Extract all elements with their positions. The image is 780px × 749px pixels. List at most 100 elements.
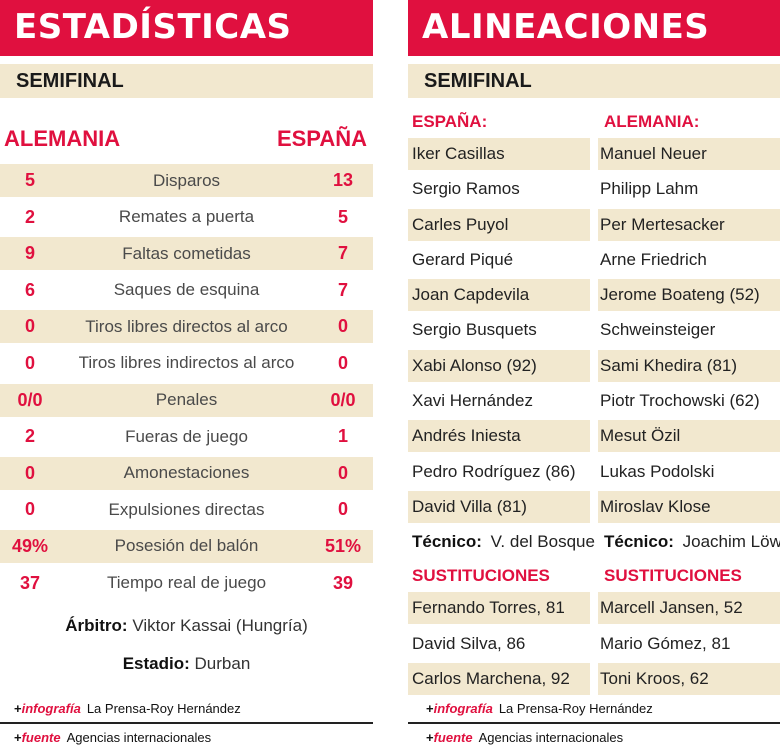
stat-label: Remates a puerta [118, 207, 255, 227]
spain-player: Sergio Ramos [412, 179, 520, 199]
germany-player: Mesut Özil [598, 420, 780, 453]
stat-row: 2 Fueras de juego 1 [0, 420, 373, 453]
stat-left-value: 6 [24, 279, 35, 300]
player-row: Joan Capdevila Jerome Boateng (52) [408, 279, 780, 312]
stat-row: 0 Amonestaciones 0 [0, 456, 373, 490]
stat-left-value: 37 [19, 572, 41, 593]
sub-row: David Silva, 86 Mario Gómez, 81 [408, 628, 780, 660]
germany-player: Sami Khedira (81) [598, 349, 780, 382]
stat-label: Disparos [152, 170, 221, 190]
germany-player: Arne Friedrich [600, 249, 707, 269]
stat-right-value: 39 [332, 572, 354, 593]
stat-row: 0 Tiros libres indirectos al arco 0 [0, 347, 373, 380]
spain-player: Fernando Torres, 81 [408, 592, 591, 625]
coach-row: Técnico: V. del Bosque Técnico: Joachim … [408, 526, 780, 558]
spain-player: Andrés Iniesta [408, 420, 591, 453]
germany-player: Manuel Neuer [598, 138, 780, 170]
stat-right-value: 7 [337, 279, 348, 300]
stat-label: Saques de esquina [113, 280, 260, 300]
stat-right-value: 0/0 [330, 389, 356, 410]
germany-player: Philipp Lahm [600, 179, 699, 199]
germany-player: Miroslav Klose [598, 490, 780, 523]
stat-left-value: 0/0 [17, 389, 43, 410]
team-right-name: ESPAÑA [276, 126, 367, 151]
stat-label: Posesión del balón [114, 536, 259, 556]
spain-player: Pedro Rodríguez (86) [412, 461, 576, 481]
fuente-value: Agencias internacionales [478, 730, 624, 745]
spain-player: Xavi Hernández [412, 391, 533, 411]
stat-row: 5 Disparos 13 [0, 164, 373, 197]
infografia-value: La Prensa-Roy Hernández [86, 701, 241, 716]
stat-right-value: 1 [337, 426, 348, 447]
stat-right-value: 5 [337, 206, 348, 227]
stat-right-value: 0 [337, 499, 348, 520]
stats-title: ESTADÍSTICAS [0, 0, 373, 56]
player-row: Xabi Alonso (92) Sami Khedira (81) [408, 349, 780, 382]
infografia-label: infografía [433, 701, 493, 716]
stat-row: 49% Posesión del balón 51% [0, 529, 373, 563]
sub-row: Carlos Marchena, 92 Toni Kroos, 62 [408, 662, 780, 695]
subs-heading-left: SUSTITUCIONES [412, 566, 550, 586]
stat-right-value: 0 [337, 316, 348, 337]
player-row: David Villa (81) Miroslav Klose [408, 490, 780, 523]
stat-row: 9 Faltas cometidas 7 [0, 237, 373, 271]
stat-right-value: 13 [332, 170, 354, 190]
player-row: Sergio Ramos Philipp Lahm [408, 173, 780, 205]
stat-label: Tiros libres directos al arco [85, 316, 288, 336]
stats-panel: ESTADÍSTICAS SEMIFINAL ALEMANIA ESPAÑA 5… [0, 0, 373, 745]
germany-player: Jerome Boateng (52) [598, 279, 780, 312]
stat-label: Expulsiones directas [108, 499, 265, 519]
spain-player: Gerard Piqué [412, 249, 514, 269]
stat-row: 0 Tiros libres directos al arco 0 [0, 310, 373, 344]
germany-player: Mario Gómez, 81 [600, 633, 731, 653]
stat-label: Faltas cometidas [122, 243, 251, 263]
spain-player: Carlos Marchena, 92 [408, 662, 591, 695]
referee-value: Viktor Kassai (Hungría) [132, 615, 308, 635]
lineups-panel: ALINEACIONES SEMIFINAL ESPAÑA: ALEMANIA:… [408, 0, 780, 745]
stadium-line: Estadio: Durban [0, 652, 373, 676]
subs-list: Fernando Torres, 81 Marcell Jansen, 52 Dav… [408, 592, 780, 695]
subs-headers: SUSTITUCIONES SUSTITUCIONES [408, 560, 780, 592]
sub-row: Fernando Torres, 81 Marcell Jansen, 52 [408, 592, 780, 625]
subs-heading-right: SUSTITUCIONES [604, 566, 742, 586]
stadium-value: Durban [194, 653, 251, 673]
stats-table: 5 Disparos 13 2 Remates a puerta 5 9 Faltas com… [0, 164, 373, 600]
referee-label: Árbitro: [65, 615, 128, 635]
infografia-credit-right: +infografía La Prensa-Roy Hernández [426, 701, 653, 716]
infografia-label: infografía [21, 701, 81, 716]
spain-player: Iker Casillas [408, 138, 591, 170]
stat-label: Tiempo real de juego [106, 573, 267, 593]
stat-left-value: 2 [24, 206, 35, 227]
stat-label: Amonestaciones [123, 463, 250, 483]
stat-label: Penales [155, 390, 218, 410]
lineups-table: ESPAÑA: ALEMANIA: Iker Casillas Manuel Ne… [408, 106, 780, 695]
credit-divider-right [408, 722, 780, 724]
germany-player: Piotr Trochowski (62) [600, 391, 760, 411]
stat-left-value: 0 [24, 352, 35, 373]
player-row: Xavi Hernández Piotr Trochowski (62) [408, 385, 780, 417]
stat-left-value: 0 [24, 499, 35, 520]
stat-label: Fueras de juego [125, 426, 248, 446]
stadium-label: Estadio: [122, 653, 190, 673]
germany-player: Marcell Jansen, 52 [598, 592, 780, 625]
stats-subtitle: SEMIFINAL [0, 64, 373, 98]
spain-player: David Villa (81) [408, 490, 591, 523]
stat-left-value: 2 [24, 426, 35, 447]
player-row: Andrés Iniesta Mesut Özil [408, 420, 780, 453]
infografia-value: La Prensa-Roy Hernández [498, 701, 653, 716]
germany-player: Toni Kroos, 62 [598, 662, 780, 695]
team-left-name: ALEMANIA [4, 126, 121, 151]
referee-line: Árbitro: Viktor Kassai (Hungría) [0, 614, 373, 638]
player-row: Carles Puyol Per Mertesacker [408, 208, 780, 241]
stats-teams: ALEMANIA ESPAÑA [0, 120, 373, 164]
coach-left: Técnico: V. del Bosque [412, 532, 595, 552]
stat-row: 6 Saques de esquina 7 [0, 274, 373, 307]
fuente-label: fuente [21, 730, 61, 745]
germany-player: Lukas Podolski [600, 461, 715, 481]
lineup-team-right: ALEMANIA: [604, 112, 700, 131]
lineup-team-left: ESPAÑA: [412, 112, 488, 131]
lineup-team-headers: ESPAÑA: ALEMANIA: [408, 106, 780, 138]
fuente-value: Agencias internacionales [66, 730, 212, 745]
stat-left-value: 5 [24, 170, 35, 190]
stat-left-value: 9 [24, 243, 35, 264]
